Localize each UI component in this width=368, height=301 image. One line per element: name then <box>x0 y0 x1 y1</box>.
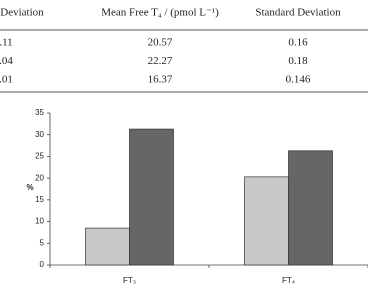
bar <box>244 176 289 266</box>
y-axis-label: % <box>26 183 33 192</box>
y-tick-label: 20 <box>35 173 44 182</box>
table-cell: .11 <box>0 37 13 49</box>
x-tick-label: FT₃ <box>123 276 136 285</box>
y-tick-label: 25 <box>35 152 44 161</box>
table-cell: 20.57 <box>148 37 173 49</box>
x-tick-label: FT₄ <box>282 276 295 285</box>
table-header: Mean Free T₄ / (pmol L⁻¹) <box>101 7 219 19</box>
bar <box>288 150 333 266</box>
table-header: Deviation <box>0 7 44 19</box>
table-cell: 0.18 <box>288 55 308 67</box>
table-cell: .04 <box>0 55 13 67</box>
table-cell: 0.16 <box>288 37 308 49</box>
table-cell: 22.27 <box>148 55 173 67</box>
y-tick-label: 35 <box>35 108 44 117</box>
y-tick-label: 5 <box>40 238 45 247</box>
table-cell: .01 <box>0 74 13 86</box>
y-tick-label: 10 <box>35 217 44 226</box>
y-tick-label: 0 <box>40 260 45 269</box>
y-tick-label: 30 <box>35 130 44 139</box>
y-tick-label: 15 <box>35 195 44 204</box>
table-cell: 16.37 <box>148 74 173 86</box>
bar <box>129 128 174 266</box>
table-header: Standard Deviation <box>255 7 341 19</box>
table-cell: 0.146 <box>286 74 311 86</box>
bar <box>85 227 130 266</box>
